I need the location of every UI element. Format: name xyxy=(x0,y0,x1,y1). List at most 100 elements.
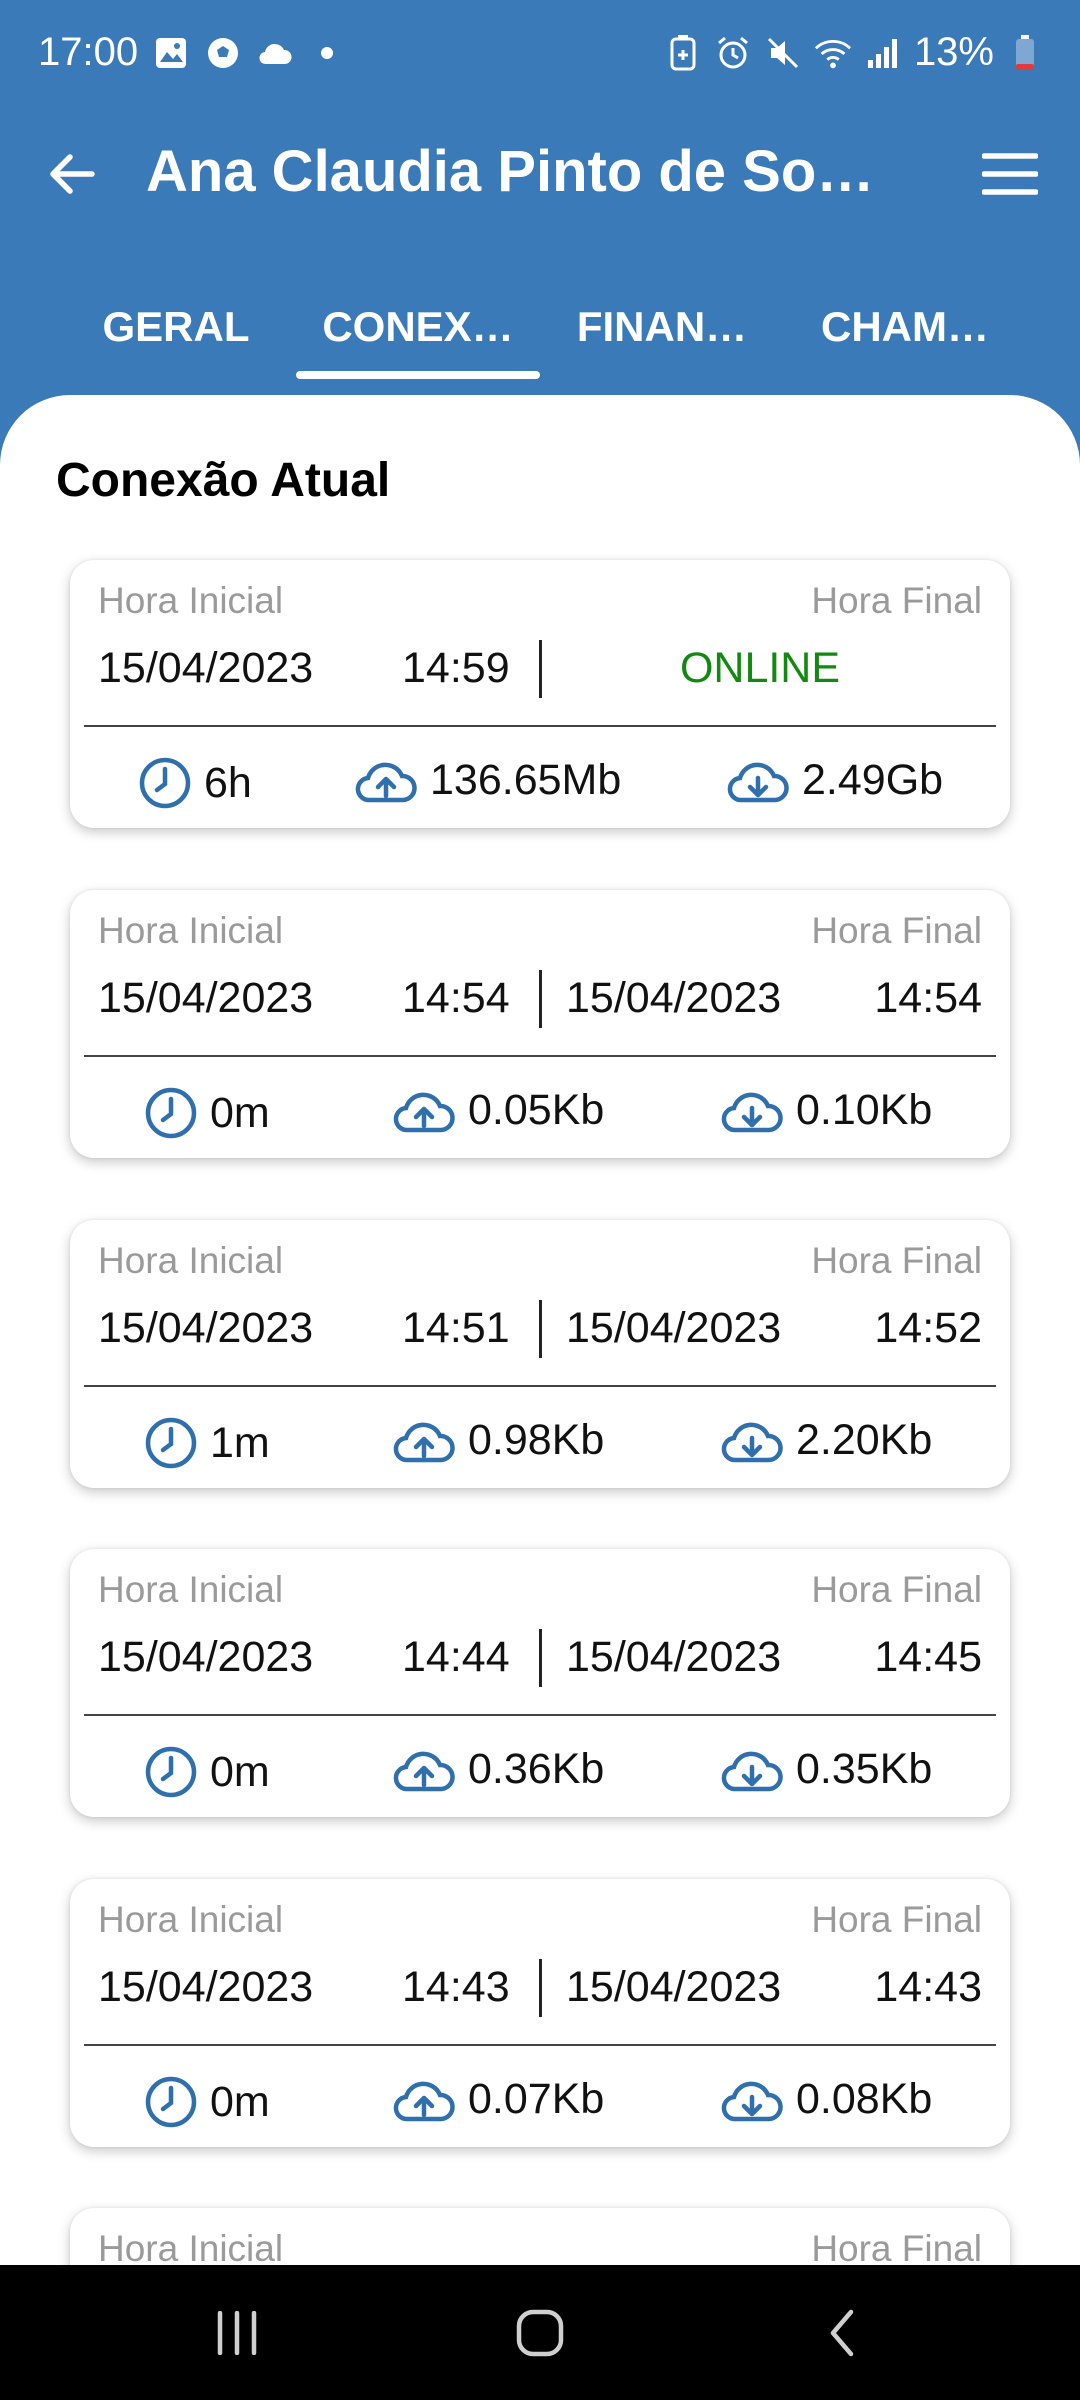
app-bar: Ana Claudia Pinto de So… xyxy=(0,120,1080,220)
clock-icon xyxy=(145,2076,197,2128)
end-label: Hora Final xyxy=(811,1240,982,1281)
home-button[interactable] xyxy=(480,2293,600,2373)
start-time: 14:51 xyxy=(402,1304,510,1352)
download-stat: 0.10Kb xyxy=(720,1086,932,1135)
start-label: Hora Inicial xyxy=(98,1569,284,1610)
cloud-download-icon xyxy=(727,762,789,802)
start-time: 14:54 xyxy=(402,974,510,1022)
duration-value: 1m xyxy=(210,1418,270,1467)
clock-icon xyxy=(145,1746,197,1798)
duration-stat: 1m xyxy=(144,1416,270,1470)
home-icon xyxy=(516,2309,564,2357)
start-time: 14:43 xyxy=(402,1963,510,2011)
tab-geral[interactable]: GERAL xyxy=(102,303,250,350)
connection-card[interactable]: Hora Inicial Hora Final 15/04/2023 14:59… xyxy=(70,560,1010,828)
end-date: 15/04/2023 xyxy=(566,1963,782,2011)
tab-conexao[interactable]: CONEX… xyxy=(322,303,514,350)
end-time: 14:45 xyxy=(874,1633,982,1681)
divider xyxy=(84,725,996,727)
start-label: Hora Inicial xyxy=(98,1899,284,1940)
cloud-download-icon xyxy=(721,1751,783,1791)
battery-saver-icon xyxy=(664,34,702,72)
tab-chamados[interactable]: CHAM… xyxy=(821,303,989,350)
page-title: Ana Claudia Pinto de So… xyxy=(146,139,875,204)
end-date: 15/04/2023 xyxy=(566,974,782,1022)
duration-value: 0m xyxy=(210,2077,270,2126)
download-value: 0.35Kb xyxy=(796,1745,933,1793)
upload-value: 0.98Kb xyxy=(468,1416,605,1464)
end-label: Hora Final xyxy=(811,1569,982,1610)
start-date: 15/04/2023 xyxy=(98,1633,314,1681)
recent-apps-button[interactable] xyxy=(177,2293,297,2373)
battery-percent: 13% xyxy=(913,30,994,74)
menu-button[interactable] xyxy=(978,142,1042,206)
end-time: 14:54 xyxy=(874,974,982,1022)
online-status: ONLINE xyxy=(679,644,841,692)
divider xyxy=(539,1300,542,1358)
mute-icon xyxy=(764,34,802,72)
start-date: 15/04/2023 xyxy=(98,1304,314,1352)
download-stat: 0.08Kb xyxy=(720,2075,932,2124)
cloud-download-icon xyxy=(721,1092,783,1132)
cloud-icon xyxy=(256,34,294,72)
gallery-icon xyxy=(152,34,190,72)
upload-value: 0.05Kb xyxy=(468,1086,605,1134)
connection-card[interactable]: Hora Inicial Hora Final 15/04/2023 14:54… xyxy=(70,890,1010,1158)
start-label: Hora Inicial xyxy=(98,2228,284,2265)
clock-icon xyxy=(145,1087,197,1139)
start-time: 14:59 xyxy=(402,644,510,692)
clock-icon xyxy=(145,1417,197,1469)
arrow-back-icon xyxy=(50,154,95,194)
divider xyxy=(84,1055,996,1057)
download-value: 0.10Kb xyxy=(796,1086,933,1134)
upload-stat: 0.07Kb xyxy=(392,2075,604,2124)
back-icon xyxy=(830,2309,854,2357)
dot-icon xyxy=(308,34,346,72)
divider xyxy=(84,1714,996,1716)
cloud-upload-icon xyxy=(393,1751,455,1791)
end-time: 14:43 xyxy=(874,1963,982,2011)
download-value: 2.20Kb xyxy=(796,1416,933,1464)
download-stat: 2.49Gb xyxy=(726,756,943,805)
connection-card[interactable]: Hora Inicial Hora Final 15/04/2023 14:44… xyxy=(70,1549,1010,1817)
start-label: Hora Inicial xyxy=(98,580,284,621)
content-sheet[interactable]: Conexão Atual Hora Inicial Hora Final 15… xyxy=(0,395,1080,2265)
start-date: 15/04/2023 xyxy=(98,1963,314,2011)
start-date: 15/04/2023 xyxy=(98,644,314,692)
alarm-icon xyxy=(714,34,752,72)
duration-stat: 0m xyxy=(144,2075,270,2129)
download-stat: 0.35Kb xyxy=(720,1745,932,1794)
upload-stat: 136.65Mb xyxy=(354,756,621,805)
end-date: 15/04/2023 xyxy=(566,1304,782,1352)
upload-stat: 0.98Kb xyxy=(392,1416,604,1465)
connection-card[interactable]: Hora Inicial Hora Final 15/04/2023 14:43… xyxy=(70,1879,1010,2147)
download-value: 2.49Gb xyxy=(802,756,944,804)
section-title: Conexão Atual xyxy=(56,454,391,507)
tab-bar: GERAL CONEX… FINAN… CHAM… xyxy=(0,265,1080,383)
upload-stat: 0.05Kb xyxy=(392,1086,604,1135)
recent-apps-icon xyxy=(217,2311,257,2355)
end-label: Hora Final xyxy=(811,1899,982,1940)
upload-value: 0.07Kb xyxy=(468,2075,605,2123)
hamburger-menu-icon xyxy=(982,153,1038,195)
battery-icon xyxy=(1006,34,1044,72)
connection-card[interactable]: Hora Inicial Hora Final 15/04/2023 14:51… xyxy=(70,1220,1010,1488)
divider xyxy=(539,970,542,1028)
cloud-download-icon xyxy=(721,1422,783,1462)
duration-value: 6h xyxy=(204,758,252,807)
cloud-download-icon xyxy=(721,2081,783,2121)
back-button[interactable] xyxy=(40,142,104,206)
start-date: 15/04/2023 xyxy=(98,974,314,1022)
wifi-icon xyxy=(814,34,852,72)
upload-value: 136.65Mb xyxy=(430,756,622,804)
tab-financeiro[interactable]: FINAN… xyxy=(576,303,748,350)
divider xyxy=(84,1385,996,1387)
divider xyxy=(84,2044,996,2046)
end-date: 15/04/2023 xyxy=(566,1633,782,1681)
status-bar: 17:00 13% xyxy=(0,0,1080,120)
status-time: 17:00 xyxy=(38,30,139,74)
divider xyxy=(539,1959,542,2017)
connection-card[interactable]: Hora Inicial Hora Final xyxy=(70,2208,1010,2265)
cloud-upload-icon xyxy=(355,762,417,802)
back-nav-button[interactable] xyxy=(783,2293,903,2373)
